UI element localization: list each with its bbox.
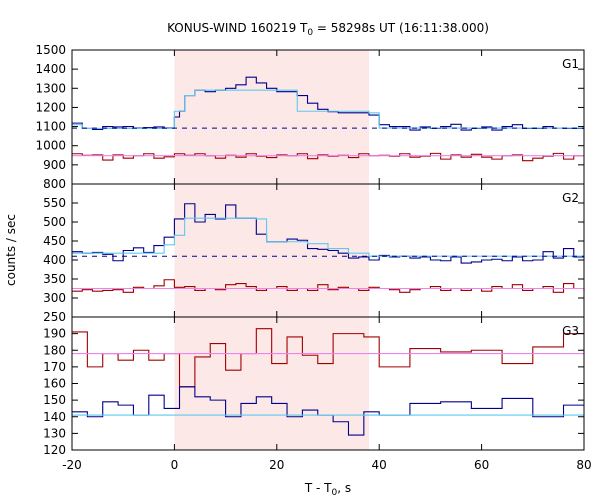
x-axis-label: T - T0, s: [304, 481, 351, 498]
y-tick-label: 500: [43, 215, 66, 229]
x-axis-layer: -20 0 20 40 60 80: [62, 458, 591, 472]
y-tick-label: 350: [43, 272, 66, 286]
y-tick-label: 1200: [35, 100, 66, 114]
series-light-blue-fit: [72, 217, 584, 257]
panel-g3: 120 130 140 150 160 170 180 190 G3: [43, 316, 585, 457]
y-tick-label: 800: [43, 177, 66, 191]
y-tick-label: 400: [43, 253, 66, 267]
y-tick-label: 250: [43, 310, 66, 324]
x-tick-label: 20: [269, 458, 284, 472]
x-tick-label: 40: [372, 458, 387, 472]
panel-g2: 250 300 350 400 450 500 550 G2: [43, 183, 585, 324]
series-red-data: [72, 328, 584, 388]
xlabel-rest: , s: [337, 481, 351, 495]
y-axis-label: counts / sec: [4, 214, 18, 286]
title-rest: = 58298s UT (16:11:38.000): [313, 21, 489, 35]
highlight-band: [174, 184, 369, 317]
xlabel-main: T - T: [304, 481, 332, 495]
y-tick-label: 170: [43, 360, 66, 374]
x-tick-label: 60: [474, 458, 489, 472]
y-tick-label: 1400: [35, 62, 66, 76]
title-main: KONUS-WIND 160219 T: [167, 21, 308, 35]
y-tick-label: 1100: [35, 120, 66, 134]
y-tick-label: 160: [43, 377, 66, 391]
panel-label: G3: [562, 324, 579, 338]
y-tick-label: 1500: [35, 43, 66, 57]
y-tick-label: 150: [43, 393, 66, 407]
y-tick-label: 120: [43, 443, 66, 457]
title-subscript: 0: [307, 28, 313, 38]
x-tick-label: -20: [62, 458, 82, 472]
y-tick-label: 180: [43, 343, 66, 357]
y-tick-label: 300: [43, 291, 66, 305]
y-tick-label: 550: [43, 196, 66, 210]
xlabel-subscript: 0: [332, 488, 338, 498]
panels-layer: 800 900 1000 1100 1200 1300 1400 1500 G1 250 300 35…: [35, 43, 585, 457]
highlight-band: [174, 50, 369, 184]
chart-title: KONUS-WIND 160219 T0 = 58298s UT (16:11:…: [167, 21, 489, 38]
y-tick-label: 140: [43, 410, 66, 424]
series-red-data: [72, 279, 585, 293]
panel-g1: 800 900 1000 1100 1200 1300 1400 1500 G1: [35, 43, 585, 191]
y-tick-label: 900: [43, 158, 66, 172]
y-tick-label: 190: [43, 327, 66, 341]
series-blue-data: [72, 76, 584, 131]
series-blue-data: [72, 203, 585, 264]
y-tick-label: 130: [43, 426, 66, 440]
x-tick-label: 80: [576, 458, 591, 472]
y-tick-label: 1300: [35, 81, 66, 95]
x-tick-label: 0: [171, 458, 179, 472]
y-tick-label: 1000: [35, 139, 66, 153]
panel-label: G1: [562, 57, 579, 71]
panel-label: G2: [562, 191, 579, 205]
y-tick-label: 450: [43, 234, 66, 248]
